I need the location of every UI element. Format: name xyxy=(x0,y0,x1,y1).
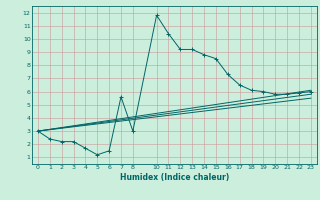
X-axis label: Humidex (Indice chaleur): Humidex (Indice chaleur) xyxy=(120,173,229,182)
